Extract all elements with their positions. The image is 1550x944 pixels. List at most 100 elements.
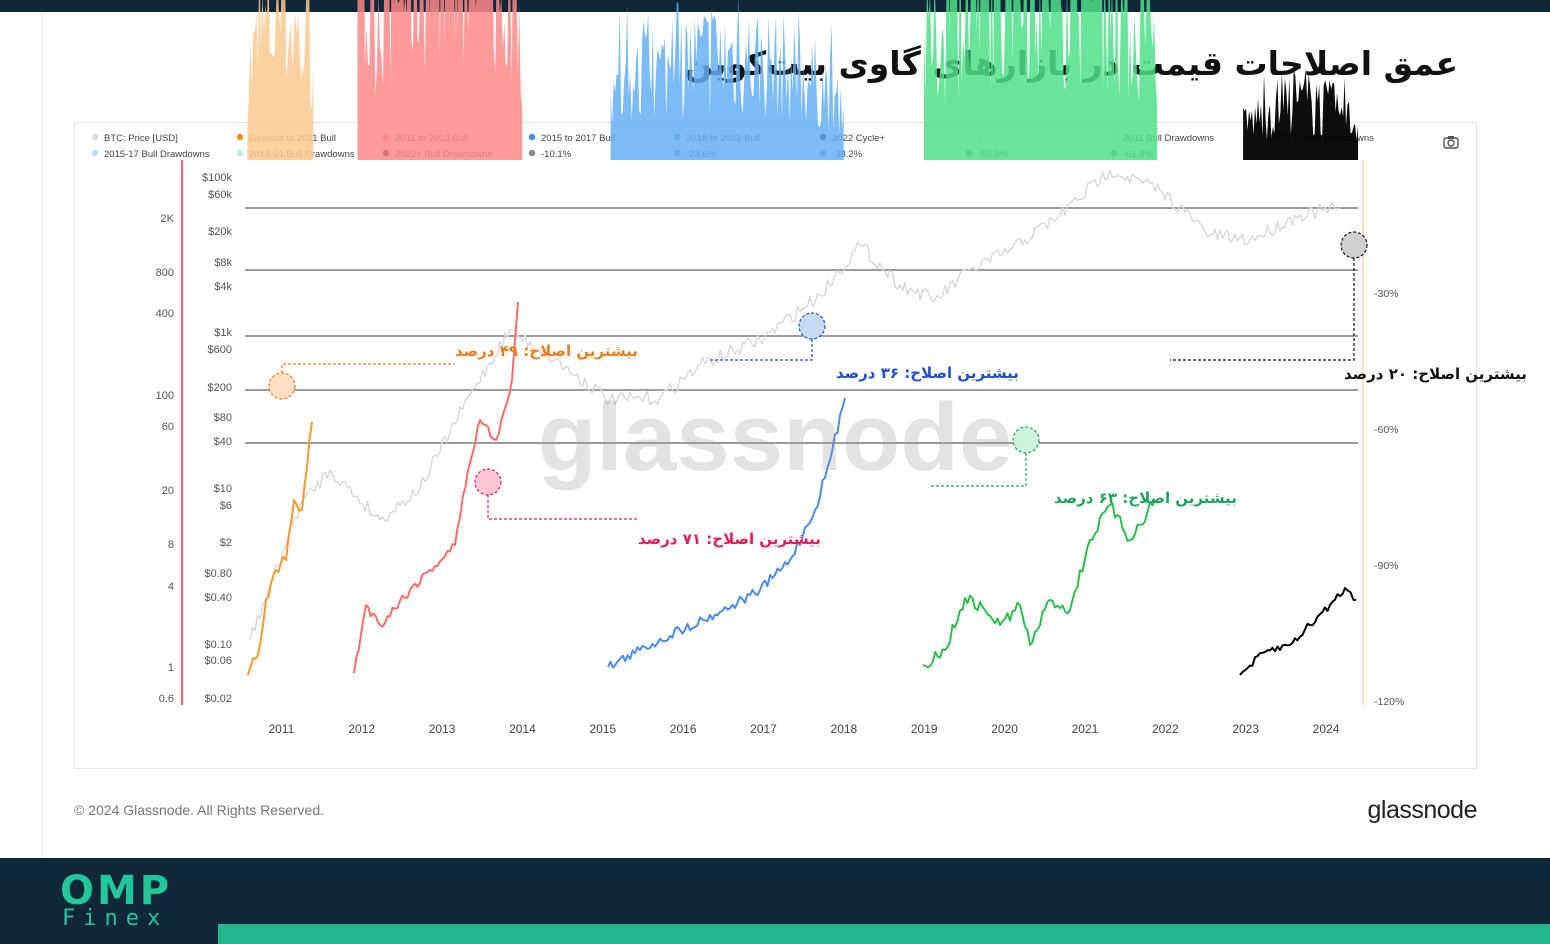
y-tick-price: $80 — [214, 412, 232, 424]
y-tick-price: $2 — [220, 537, 232, 549]
glassnode-logo: glassnode — [1367, 796, 1478, 824]
y-tick-right: -120% — [1374, 696, 1404, 708]
y-tick-price: $8k — [214, 257, 232, 269]
y-tick-price: $40 — [214, 436, 232, 448]
y-tick-price: $0.06 — [204, 655, 232, 667]
drawdown-area — [610, 0, 844, 160]
chart-axes: 2K 800 400 100 60 20 8 4 1 0.6 $100k $60k $20k $8k $4k… — [156, 160, 1404, 736]
x-tick: 2013 — [429, 722, 456, 736]
legend-label: 2015-17 Bull Drawdowns — [104, 149, 210, 160]
price-lines — [247, 169, 1357, 676]
drawdown-marker — [474, 468, 502, 496]
left-divider — [42, 12, 43, 858]
drawdown-callouts: بیشترین اصلاح: ۴۹ درصد بیشترین اصلاح: ۷۱ … — [268, 231, 1527, 548]
2015-to-2017-line — [607, 397, 846, 669]
drawdown-area — [1243, 69, 1358, 160]
x-tick: 2017 — [750, 722, 777, 736]
btc-price-line — [249, 169, 1341, 641]
x-tick: 2023 — [1232, 722, 1259, 736]
y-tick-outer: 800 — [156, 267, 174, 279]
x-tick: 2016 — [670, 722, 697, 736]
legend-label: -10.1% — [541, 149, 572, 160]
y-tick-price: $100k — [202, 172, 232, 184]
omp-logo: OMP — [60, 868, 173, 914]
y-tick-right: -30% — [1374, 288, 1399, 300]
callout-label: بیشترین اصلاح: ۴۹ درصد — [455, 342, 638, 360]
legend-label: -38.2% — [832, 149, 863, 160]
x-tick: 2011 — [268, 722, 294, 736]
y-tick-outer: 8 — [168, 539, 174, 551]
x-tick: 2020 — [991, 722, 1018, 736]
y-tick-outer: 1 — [168, 662, 174, 674]
y-tick-outer: 2K — [161, 213, 175, 225]
y-tick-price: $20k — [208, 226, 232, 238]
y-tick-outer: 20 — [162, 485, 174, 497]
2011-to-2013-line — [353, 301, 519, 674]
y-tick-price: $0.02 — [204, 693, 232, 705]
y-tick-price: $600 — [208, 344, 232, 356]
legend-dot — [91, 133, 99, 141]
y-tick-right: -90% — [1374, 560, 1399, 572]
y-tick-right: -60% — [1374, 424, 1399, 436]
drawdown-area — [924, 0, 1158, 160]
callout-connector — [930, 453, 1027, 487]
callout-label: بیشترین اصلاح: ۷۱ درصد — [638, 530, 821, 548]
drawdown-marker — [1340, 231, 1368, 259]
finex-logo: Finex — [62, 906, 169, 931]
y-tick-outer: 100 — [156, 390, 174, 402]
y-tick-price: $0.40 — [204, 592, 232, 604]
y-tick-price: $10 — [214, 483, 232, 495]
y-tick-price: $200 — [208, 382, 232, 394]
callout-connector — [487, 495, 638, 520]
y-tick-outer: 60 — [162, 421, 174, 433]
footer-accent — [218, 924, 1550, 944]
y-tick-price: $60k — [208, 189, 232, 201]
legend-label: 2022 Cycle+ — [832, 133, 886, 144]
legend-dot — [528, 133, 536, 141]
y-tick-outer: 4 — [168, 581, 174, 593]
y-tick-price: $1k — [214, 327, 232, 339]
camera-icon[interactable] — [1443, 134, 1459, 153]
x-tick: 2012 — [348, 722, 375, 736]
2018-to-2021-line — [922, 499, 1156, 669]
watermark: glassnode — [538, 384, 1013, 491]
drawdown-level-lines — [245, 207, 1358, 444]
x-tick: 2022 — [1152, 722, 1179, 736]
2022-cycle-line — [1239, 587, 1357, 676]
x-tick: 2024 — [1313, 722, 1340, 736]
drawdown-fills — [247, 0, 1358, 160]
y-tick-outer: 400 — [156, 308, 174, 320]
drawdown-marker — [268, 372, 296, 400]
callout-connector — [708, 339, 813, 361]
chart-panel — [74, 122, 1477, 769]
legend-label: 2015 to 2017 Bull — [541, 133, 615, 144]
x-tick: 2015 — [589, 722, 616, 736]
y-tick-outer: 0.6 — [159, 693, 174, 705]
drawdown-area — [357, 0, 523, 160]
y-tick-price: $4k — [214, 281, 232, 293]
legend-dot — [528, 149, 536, 157]
y-tick-price: $0.10 — [204, 639, 232, 651]
y-tick-price: $6 — [220, 500, 232, 512]
x-tick: 2021 — [1072, 722, 1099, 736]
x-tick: 2014 — [509, 722, 536, 736]
callout-connector — [281, 363, 455, 373]
callout-label: بیشترین اصلاح: ۶۳ درصد — [1054, 489, 1237, 507]
x-tick: 2018 — [831, 722, 858, 736]
legend-label: 2011 Bull Drawdowns — [1123, 133, 1214, 144]
genesis-to-2011-line — [247, 421, 313, 676]
drawdown-area — [247, 0, 314, 160]
y-tick-price: $0.80 — [204, 568, 232, 580]
callout-connector — [1170, 258, 1355, 361]
legend-label: BTC: Price [USD] — [104, 133, 178, 144]
drawdown-marker — [798, 312, 826, 340]
callout-label: بیشترین اصلاح: ۲۰ درصد — [1344, 365, 1527, 383]
legend-dot — [236, 133, 244, 141]
legend-dot — [236, 149, 244, 157]
copyright-text: © 2024 Glassnode. All Rights Reserved. — [74, 802, 325, 818]
x-tick: 2019 — [911, 722, 938, 736]
legend-dot — [91, 149, 99, 157]
drawdown-marker — [1012, 426, 1040, 454]
callout-label: بیشترین اصلاح: ۳۶ درصد — [836, 364, 1019, 382]
